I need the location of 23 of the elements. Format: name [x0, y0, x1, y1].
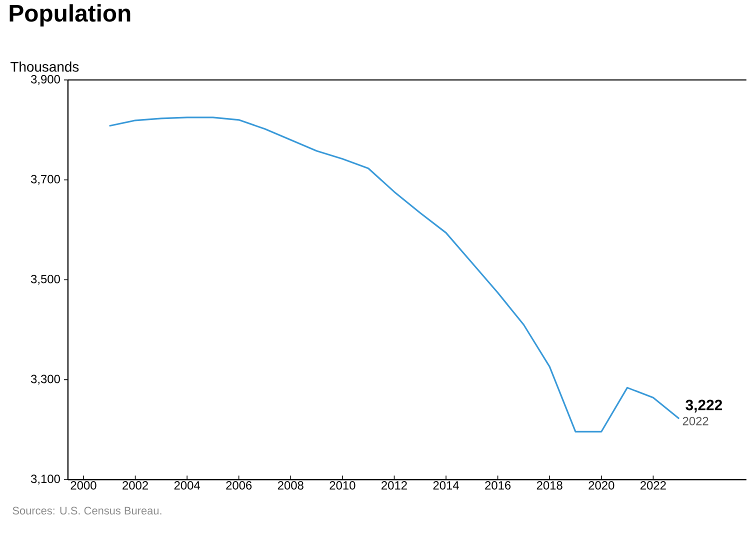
y-tick-label: 3,900	[31, 75, 60, 86]
x-tick-label: 2016	[485, 481, 511, 490]
source-note: Sources: U.S. Census Bureau.	[12, 507, 162, 515]
x-tick-label: 2020	[588, 481, 614, 490]
x-tick-label: 2010	[330, 481, 356, 490]
line-series	[108, 116, 680, 433]
x-tick-label: 2014	[433, 481, 459, 490]
x-tick-label: 2002	[122, 481, 148, 490]
y-tick-label: 3,500	[31, 275, 60, 285]
x-tick-label: 2004	[174, 481, 200, 490]
x-tick-label: 2022	[640, 481, 666, 490]
y-axis-title: Thousands	[10, 62, 79, 72]
x-tick-label: 2018	[536, 481, 562, 490]
annotation: 3,222	[686, 400, 722, 413]
x-tick-label: 2006	[226, 481, 252, 490]
x-tick-label: 2000	[70, 481, 96, 490]
y-tick-label: 3,100	[31, 474, 60, 485]
y-tick-label: 3,300	[31, 374, 60, 385]
y-tick-label: 3,700	[31, 175, 60, 186]
x-tick-label: 2008	[278, 481, 304, 490]
chart-title: Population	[10, 4, 130, 27]
x-tick-label: 2012	[382, 481, 407, 490]
annotation: 2022	[682, 417, 708, 426]
